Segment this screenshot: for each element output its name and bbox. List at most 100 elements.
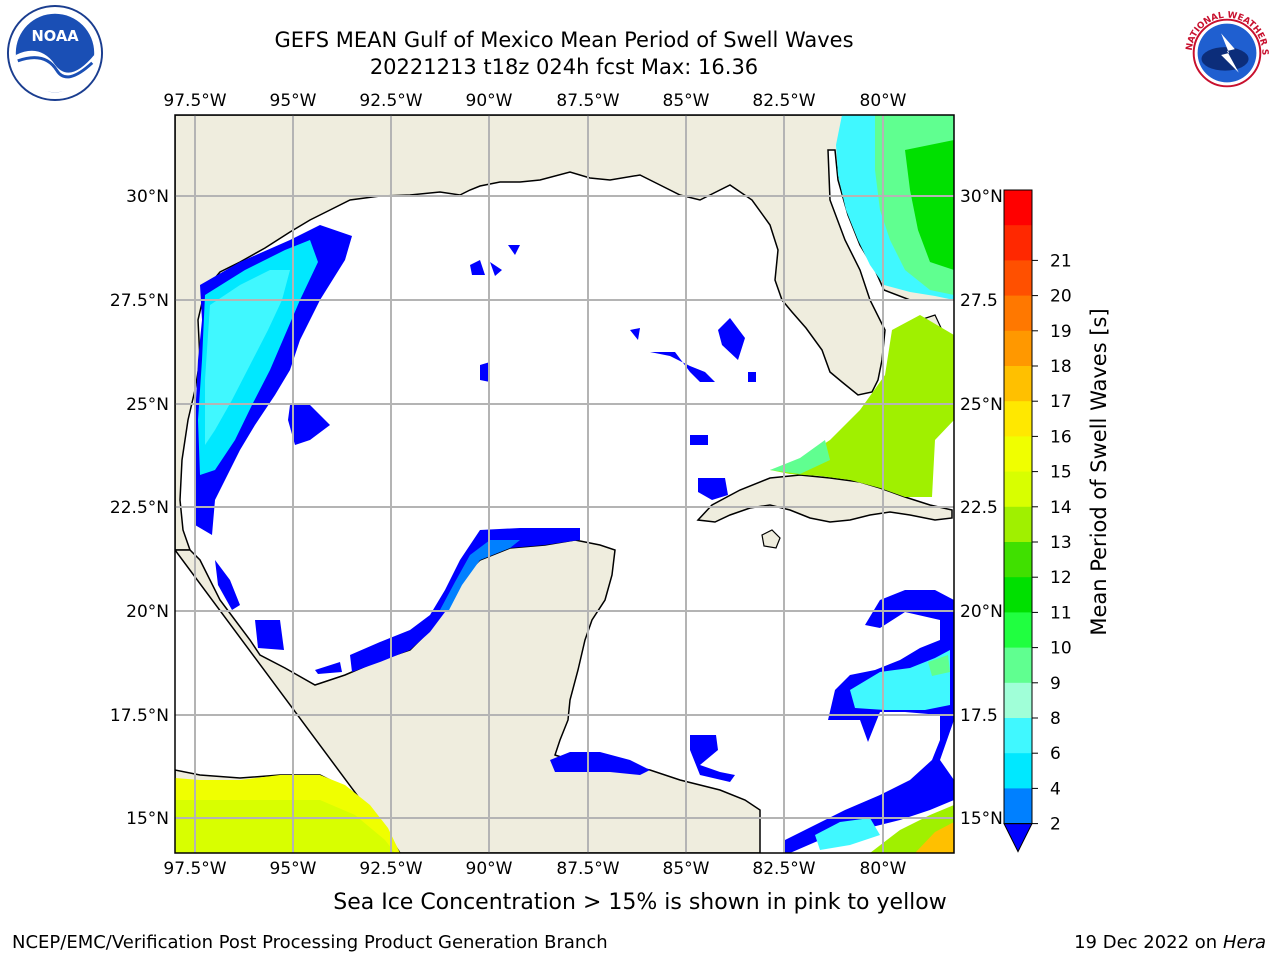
lon-label: 80°W [860,859,907,879]
lat-label: 17.5°N [110,706,169,726]
sea-ice-note: Sea Ice Concentration > 15% is shown in … [333,890,947,915]
lat-label: 27.5 [960,291,998,311]
colorbar-cell [1004,542,1032,578]
lat-label: 22.5 [960,498,998,518]
colorbar-cell [1004,753,1032,789]
swell-caribbean-south-cyan [815,818,880,850]
lon-label: 92.5°W [359,91,422,111]
colorbar-cell [1004,471,1032,508]
colorbar-cell [1004,295,1032,332]
colorbar-tick-label: 11 [1050,603,1072,623]
lon-label: 95°W [270,91,317,111]
swell-atlantic-north-core [905,140,954,270]
map-area [175,115,954,853]
lon-label: 95°W [270,859,317,879]
date-text: 19 Dec 2022 on [1074,932,1218,953]
colorbar-tick-label: 14 [1050,498,1072,518]
colorbar-tick-label: 12 [1050,568,1072,588]
lon-label: 85°W [663,859,710,879]
swell-caribbean-cyan [850,650,950,710]
swell-caribbean-green [928,655,950,676]
lon-label: 92.5°W [359,859,422,879]
lon-label: 90°W [466,859,513,879]
date-line: 19 Dec 2022 on Hera [1074,932,1266,953]
colorbar-cell [1004,190,1032,226]
lon-label: 85°W [663,91,710,111]
noaa-logo-text: NOAA [31,28,79,45]
colorbar-cell [1004,506,1032,543]
colorbar-cell [1004,260,1032,297]
colorbar-tick-label: 20 [1050,287,1072,307]
colorbar-label: Mean Period of Swell Waves [s] [1087,308,1111,635]
lon-label: 80°W [860,91,907,111]
swell-texas-light [205,270,290,445]
colorbar-tick-label: 18 [1050,357,1072,377]
colorbar-cell [1004,647,1032,684]
colorbar-tick-label: 8 [1050,709,1061,729]
colorbar-tick-label: 21 [1050,251,1072,271]
colorbar-cell [1004,577,1032,613]
lat-label: 25°N [126,395,169,415]
lat-label: 25°N [960,395,1003,415]
lon-label: 82.5°W [752,91,815,111]
land-cuba [696,474,953,523]
colorbar-cell [1004,612,1032,649]
lat-label: 27.5°N [110,291,169,311]
colorbar-extend-arrow [1003,823,1033,853]
swell-caribbean-south-orange [915,822,954,853]
host-name: Hera [1222,932,1266,953]
lat-label: 17.5 [960,706,998,726]
graticule [175,115,954,853]
noaa-logo: NOAA [6,4,104,102]
colorbar-tick-label: 10 [1050,639,1072,659]
map-frame [174,114,955,854]
lat-labels-right: 30°N 27.5 25°N 22.5 20°N 17.5 15°N [960,187,1003,829]
swell-pacific-green [175,800,395,853]
colorbar-tick-label: 2 [1050,815,1061,835]
lon-label: 87.5°W [556,91,619,111]
land-mexico [175,539,761,853]
credit-line: NCEP/EMC/Verification Post Processing Pr… [12,932,608,953]
lat-label: 20°N [126,602,169,622]
colorbar-tick-label: 9 [1050,674,1061,694]
lat-label: 15°N [960,809,1003,829]
swell-caribbean-blue [785,590,954,853]
nws-logo: NATIONAL WEATHER SERVICE [1178,4,1275,101]
colorbar-tick-label: 19 [1050,322,1072,342]
colorbar-cell [1004,401,1032,437]
colorbar-tick-label: 17 [1050,392,1072,412]
colorbar-tick-label: 6 [1050,744,1061,764]
lat-label: 30°N [960,187,1003,207]
swell-yucatan-cyan [440,540,520,612]
land-isla-juventud [761,529,781,549]
lon-label: 87.5°W [556,859,619,879]
colorbar: 2 4 6 8 9 10 11 12 13 14 15 16 17 18 19 20 21 [1003,189,1072,853]
lat-labels-left: 30°N 27.5°N 25°N 22.5°N 20°N 17.5°N 15°N [110,187,169,829]
colorbar-cell [1004,436,1032,473]
chart-title: GEFS MEAN Gulf of Mexico Mean Period of … [274,28,854,52]
lon-labels-bottom: 97.5°W 95°W 92.5°W 90°W 87.5°W 85°W 82.5… [163,859,906,879]
swell-honduras [550,735,735,782]
lat-label: 20°N [960,602,1003,622]
swell-yucatan [350,528,580,672]
lon-label: 90°W [466,91,513,111]
lon-label: 82.5°W [752,859,815,879]
colorbar-tick-label: 13 [1050,533,1072,553]
colorbar-cell [1004,366,1032,402]
colorbar-tick-label: 16 [1050,427,1072,447]
lon-label: 97.5°W [163,859,226,879]
colorbar-cell [1004,718,1032,754]
chart-subtitle: 20221213 t18z 024h fcst Max: 16.36 [369,55,759,79]
lon-label: 97.5°W [163,91,226,111]
lat-label: 15°N [126,809,169,829]
colorbar-cell [1004,330,1032,367]
colorbar-cell [1004,788,1032,825]
lat-label: 22.5°N [110,498,169,518]
lat-label: 30°N [126,187,169,207]
colorbar-tick-label: 15 [1050,463,1072,483]
colorbar-cell [1004,225,1032,261]
lon-labels-top: 97.5°W 95°W 92.5°W 90°W 87.5°W 85°W 82.5… [163,91,906,111]
colorbar-cell [1004,682,1032,719]
colorbar-tick-label: 4 [1050,779,1061,799]
